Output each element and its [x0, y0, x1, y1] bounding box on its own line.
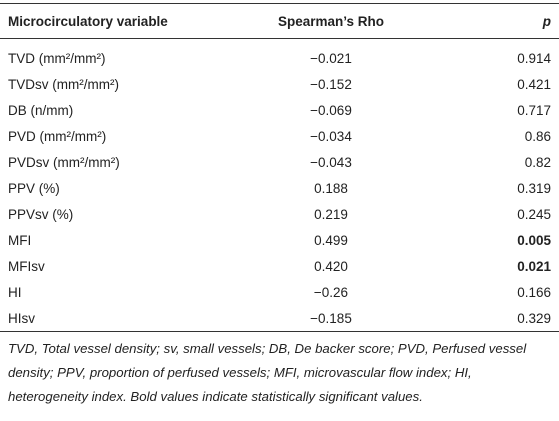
table-cell: PVD (mm²/mm²): [8, 128, 107, 144]
table-cell: PVDsv (mm²/mm²): [8, 154, 120, 170]
table-row: PPVsv (%) 0.219 0.245: [0, 201, 559, 227]
table-cell: HIsv: [8, 310, 35, 326]
table-cell: MFIsv: [8, 258, 45, 274]
table-cell: 0.005: [517, 232, 551, 248]
table-cell: −0.152: [310, 76, 352, 92]
table-cell: −0.021: [310, 50, 352, 66]
table-header: Microcirculatory variable Spearman’s Rho…: [0, 3, 559, 39]
table-cell: 0.421: [517, 76, 551, 92]
table-cell: 0.245: [517, 206, 551, 222]
table-row: DB (n/mm) −0.069 0.717: [0, 97, 559, 123]
header-cell: Microcirculatory variable: [0, 3, 276, 39]
table-cell: −0.069: [310, 102, 352, 118]
table-cell: 0.82: [524, 154, 551, 170]
table-cell: 0.219: [314, 206, 348, 222]
data-table: Microcirculatory variable Spearman’s Rho…: [0, 3, 559, 332]
table-row: MFIsv 0.420 0.021: [0, 253, 559, 279]
table-row: PPV (%) 0.188 0.319: [0, 175, 559, 201]
header-cell: Spearman’s Rho: [276, 3, 394, 39]
table-cell: 0.319: [517, 180, 551, 196]
table-row: HI −0.26 0.166: [0, 279, 559, 305]
table-cell: 0.420: [314, 258, 348, 274]
table-cell: 0.329: [517, 310, 551, 326]
table-row: PVDsv (mm²/mm²) −0.043 0.82: [0, 149, 559, 175]
table-cell: −0.185: [310, 310, 352, 326]
table-cell: PPV (%): [8, 180, 60, 196]
table-cell: 0.166: [517, 284, 551, 300]
table-cell: 0.914: [517, 50, 551, 66]
table-cell: 0.86: [524, 128, 551, 144]
header-cell: p: [394, 3, 559, 39]
table-row: HIsv −0.185 0.329: [0, 305, 559, 332]
table-cell: TVD (mm²/mm²): [8, 50, 106, 66]
table-cell: 0.499: [314, 232, 348, 248]
table-cell: PPVsv (%): [8, 206, 74, 222]
table-cell: MFI: [8, 232, 32, 248]
table-row: TVDsv (mm²/mm²) −0.152 0.421: [0, 71, 559, 97]
table-cell: HI: [8, 284, 22, 300]
table-body: TVD (mm²/mm²) −0.021 0.914 TVDsv (mm²/mm²) −…: [0, 39, 559, 332]
table-cell: −0.034: [310, 128, 352, 144]
table-row: MFI 0.499 0.005: [0, 227, 559, 253]
table-cell: 0.717: [517, 102, 551, 118]
table-cell: TVDsv (mm²/mm²): [8, 76, 119, 92]
table-row: PVD (mm²/mm²) −0.034 0.86: [0, 123, 559, 149]
table-cell: DB (n/mm): [8, 102, 74, 118]
table-cell: −0.26: [313, 284, 349, 300]
table-cell: 0.188: [314, 180, 348, 196]
table-cell: 0.021: [517, 258, 551, 274]
header-row: Microcirculatory variable Spearman’s Rho…: [0, 3, 559, 39]
footnote: TVD, Total vessel density; sv, small ves…: [8, 341, 527, 404]
table-row: TVD (mm²/mm²) −0.021 0.914: [0, 39, 559, 72]
table-cell: −0.043: [310, 154, 352, 170]
